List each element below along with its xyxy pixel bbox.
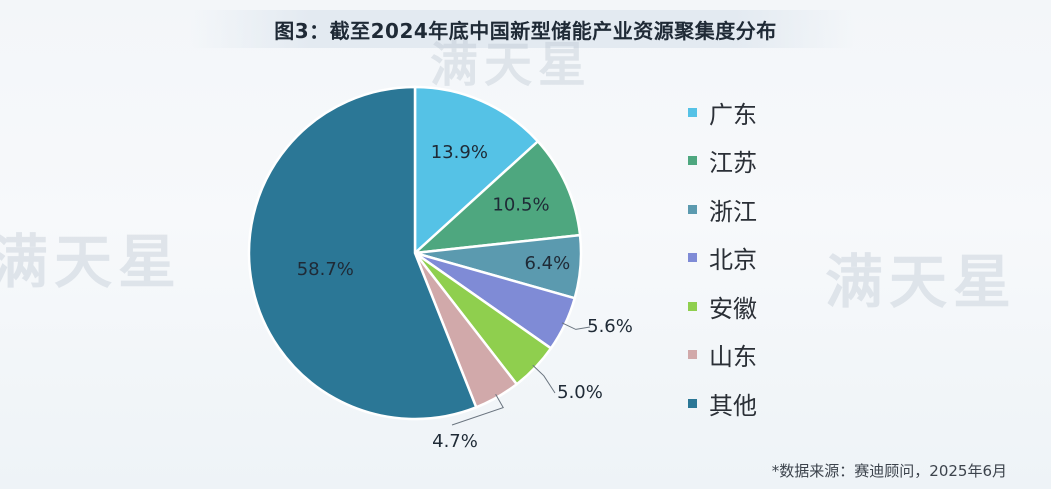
- legend-item-1: 广东: [688, 88, 808, 137]
- data-source-note: *数据来源：赛迪顾问，2025年6月: [771, 462, 1007, 480]
- watermark-left: 满天星: [0, 228, 183, 296]
- slice-label-4: 5.6%: [587, 316, 633, 337]
- legend-label-1: 广东: [709, 100, 757, 129]
- watermark-top: 满天星: [430, 37, 593, 93]
- legend-label-4: 北京: [709, 246, 757, 275]
- pie-slice-7: [247, 85, 478, 421]
- legend-label-5: 安徽: [709, 294, 757, 323]
- leader-line-5: [532, 364, 556, 394]
- legend-swatch-5: [688, 301, 697, 311]
- pie-slice-2: [411, 139, 582, 255]
- slice-label-3: 6.4%: [524, 253, 570, 274]
- legend-swatch-1: [688, 107, 697, 117]
- legend-swatch-7: [688, 398, 697, 408]
- legend-swatch-6: [688, 350, 697, 360]
- title-bar: 图3：截至2024年底中国新型储能产业资源聚集度分布: [0, 0, 1051, 58]
- slice-label-7: 58.7%: [297, 259, 354, 280]
- legend-item-3: 浙江: [688, 185, 808, 234]
- legend: 广东江苏浙江北京安徽山东其他: [688, 88, 808, 428]
- leader-line-6: [451, 394, 504, 426]
- legend-item-7: 其他: [688, 379, 808, 428]
- legend-item-2: 江苏: [688, 137, 808, 186]
- legend-swatch-4: [688, 253, 697, 263]
- legend-label-7: 其他: [709, 391, 757, 420]
- legend-label-2: 江苏: [709, 149, 757, 178]
- chart-title: 图3：截至2024年底中国新型储能产业资源聚集度分布: [274, 18, 777, 43]
- leader-line-4: [561, 322, 591, 330]
- slice-label-6: 4.7%: [432, 431, 478, 452]
- slice-label-2: 10.5%: [492, 194, 549, 215]
- legend-item-5: 安徽: [688, 282, 808, 331]
- legend-label-3: 浙江: [709, 197, 757, 226]
- legend-swatch-2: [688, 156, 697, 166]
- legend-item-6: 山东: [688, 331, 808, 380]
- title-background: [190, 10, 855, 48]
- legend-label-6: 山东: [709, 343, 757, 372]
- slice-label-1: 13.9%: [431, 142, 488, 163]
- legend-item-4: 北京: [688, 234, 808, 283]
- legend-swatch-3: [688, 204, 697, 214]
- watermark-right: 满天星: [825, 248, 1018, 316]
- slice-label-5: 5.0%: [557, 382, 603, 403]
- pie-slice-1: [413, 85, 540, 256]
